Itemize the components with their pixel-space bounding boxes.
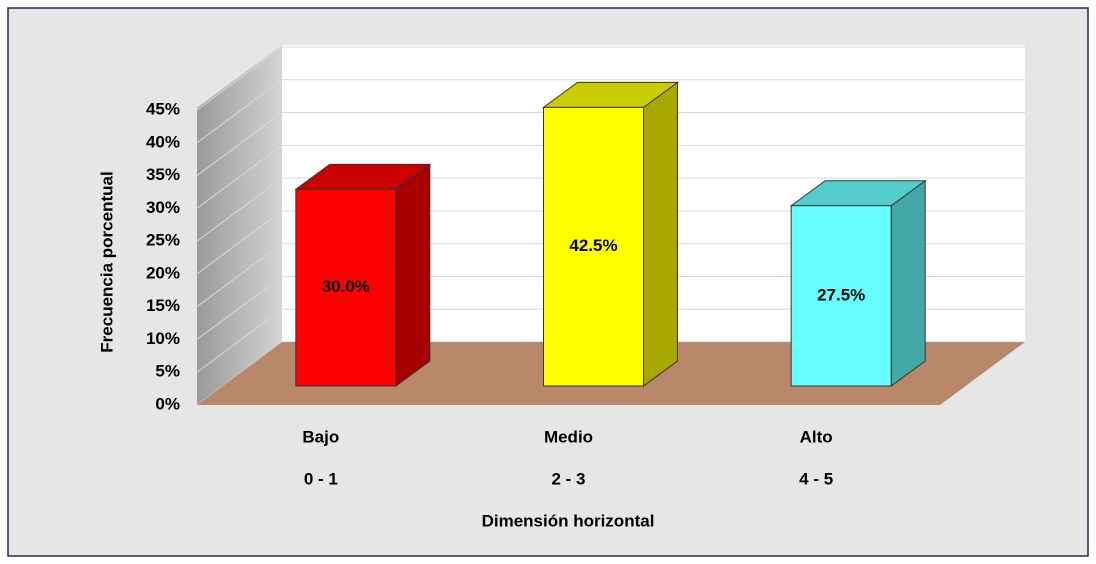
- grid-line: [196, 46, 1025, 111]
- grid-line: [196, 210, 1025, 275]
- y-tick-label: 15%: [146, 296, 180, 315]
- x-tick-label: Alto: [800, 427, 833, 446]
- x-tick-label: 2 - 3: [551, 469, 585, 488]
- bar-side: [890, 179, 926, 387]
- y-axis-title: Frecuencia porcentual: [97, 171, 116, 352]
- grid-line: [196, 308, 1025, 373]
- bar: [295, 188, 397, 387]
- x-tick-label: Medio: [544, 427, 593, 446]
- grid-line: [196, 177, 1025, 242]
- bar-side: [395, 163, 431, 387]
- y-tick-label: 5%: [155, 362, 180, 381]
- data-label: 30.0%: [322, 277, 370, 296]
- bar: [790, 205, 892, 387]
- y-tick-label: 20%: [146, 263, 180, 282]
- bar: [543, 106, 644, 387]
- y-tick-label: 25%: [146, 231, 180, 250]
- data-label: 42.5%: [569, 236, 617, 255]
- y-tick-label: 35%: [146, 165, 180, 184]
- data-label: 27.5%: [817, 285, 865, 304]
- side-wall: [197, 45, 282, 405]
- y-tick-label: 30%: [146, 198, 180, 217]
- y-tick-label: 45%: [146, 99, 180, 118]
- y-tick-label: 40%: [146, 132, 180, 151]
- grid-line: [196, 144, 1025, 209]
- x-axis-title: Dimensión horizontal: [482, 511, 655, 530]
- x-tick-label: 0 - 1: [304, 469, 338, 488]
- bar-side: [643, 81, 678, 387]
- x-tick-label: Bajo: [302, 427, 339, 446]
- grid-line: [196, 275, 1025, 340]
- y-tick-label: 10%: [146, 329, 180, 348]
- y-tick-label: 0%: [155, 394, 180, 413]
- grid-line: [196, 243, 1025, 308]
- grid-line: [196, 79, 1025, 144]
- grid-line: [196, 112, 1025, 176]
- x-tick-label: 4 - 5: [799, 469, 833, 488]
